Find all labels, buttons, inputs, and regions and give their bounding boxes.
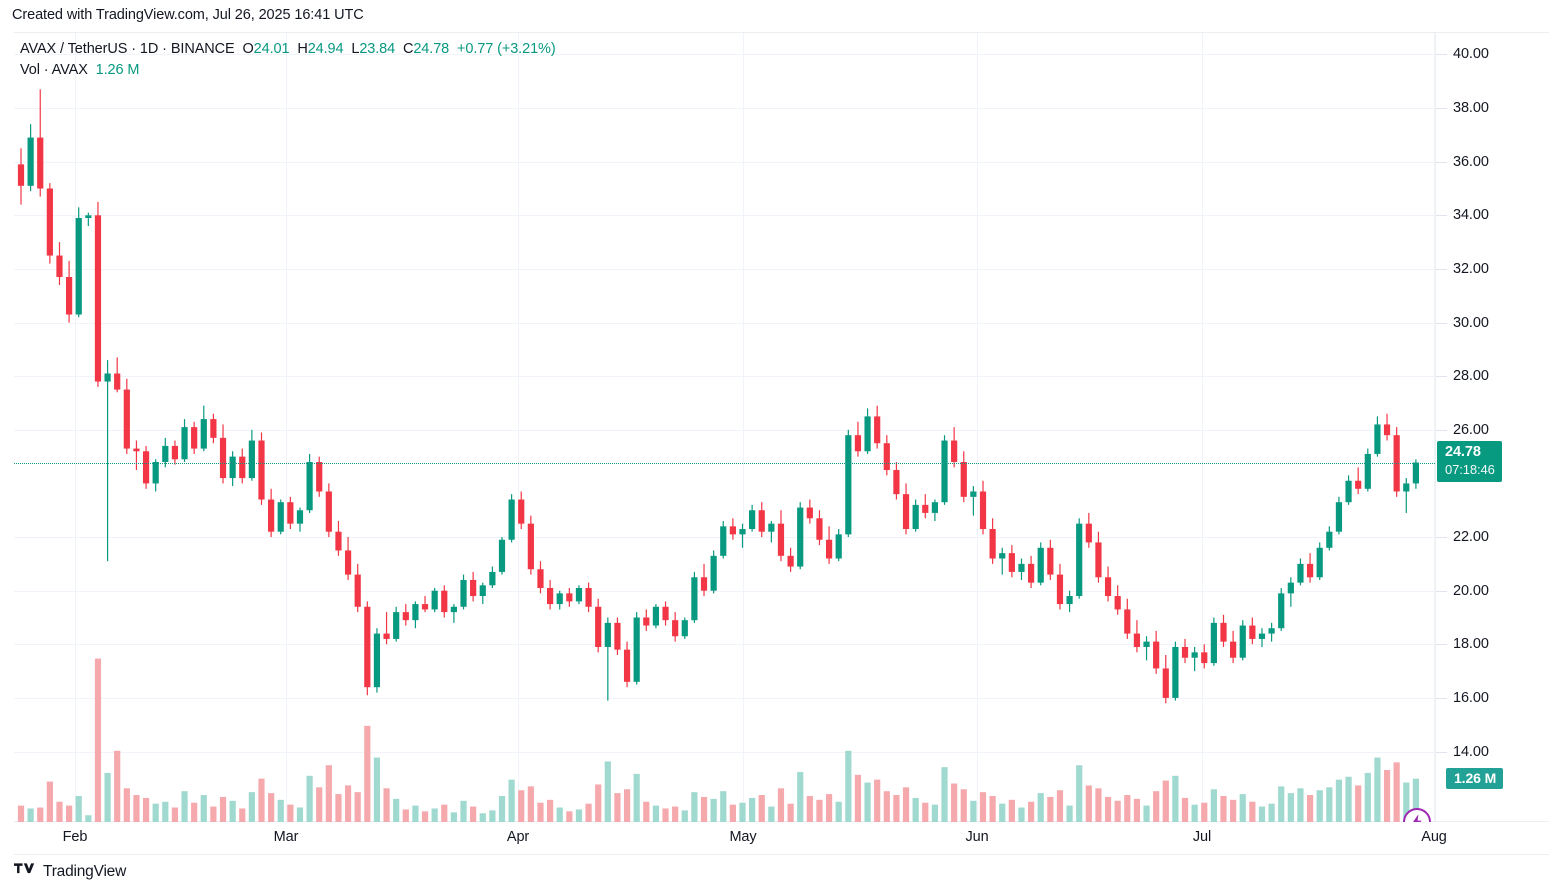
current-price-line xyxy=(14,462,1435,464)
price-tick-label: 26.00 xyxy=(1453,421,1489,438)
price-tick-dash xyxy=(1436,268,1447,270)
time-tick-label: Apr xyxy=(506,829,530,845)
created-with-label: Created with TradingView.com, Jul 26, 20… xyxy=(12,7,364,23)
gridline-vertical xyxy=(518,33,519,822)
price-tick-dash xyxy=(1436,376,1447,378)
price-tick-label: 32.00 xyxy=(1453,260,1489,277)
tradingview-brand-label: TradingView xyxy=(43,863,127,880)
gridline-vertical xyxy=(743,33,744,822)
price-tick-label: 14.00 xyxy=(1453,743,1489,760)
price-tick-label: 28.00 xyxy=(1453,368,1489,385)
price-tick-dash xyxy=(1436,108,1447,110)
current-price-countdown: 07:18:46 xyxy=(1445,461,1495,477)
time-tick-label: May xyxy=(729,829,757,845)
price-tick-label: 18.00 xyxy=(1453,636,1489,653)
gridline-vertical xyxy=(286,33,287,822)
price-tick-dash xyxy=(1436,537,1447,539)
lightning-bolt-icon[interactable] xyxy=(1402,807,1432,822)
time-tick-label: Mar xyxy=(273,829,299,845)
price-tick-label: 22.00 xyxy=(1453,529,1489,546)
price-tick-dash xyxy=(1436,644,1447,646)
gridline-horizontal xyxy=(14,697,1435,699)
price-tick-label: 20.00 xyxy=(1453,582,1489,599)
chart-plot-area[interactable] xyxy=(14,33,1435,822)
footer: TradingView xyxy=(14,862,126,882)
gridline-horizontal xyxy=(14,376,1435,378)
gridline-horizontal xyxy=(14,54,1435,56)
gridline-horizontal xyxy=(14,161,1435,163)
price-tick-label: 38.00 xyxy=(1453,100,1489,117)
price-tick-label: 30.00 xyxy=(1453,314,1489,331)
price-tick-label: 36.00 xyxy=(1453,153,1489,170)
price-tick-label: 40.00 xyxy=(1453,46,1489,63)
volume-badge: 1.26 M xyxy=(1446,767,1504,789)
gridline-horizontal xyxy=(14,590,1435,592)
gridline-vertical xyxy=(1202,33,1203,822)
price-tick-dash xyxy=(1436,590,1447,592)
price-tick-dash xyxy=(1436,322,1447,324)
gridline-horizontal xyxy=(14,108,1435,110)
price-tick-dash xyxy=(1436,215,1447,217)
gridline-vertical xyxy=(1434,33,1435,822)
price-tick-dash xyxy=(1436,161,1447,163)
price-tick-label: 16.00 xyxy=(1453,689,1489,706)
gridline-vertical xyxy=(75,33,76,822)
gridline-horizontal xyxy=(14,429,1435,431)
time-axis[interactable]: Feb Mar Apr May Jun Jul Aug xyxy=(14,823,1549,855)
gridline-horizontal xyxy=(14,644,1435,646)
candlestick-series xyxy=(17,89,1419,822)
time-tick-label: Feb xyxy=(62,829,88,845)
price-tick-dash xyxy=(1436,54,1447,56)
price-axis[interactable]: 40.00 38.00 36.00 34.00 32.00 30.00 28.00 26.00… xyxy=(1435,33,1563,822)
tradingview-logo-icon xyxy=(14,862,36,882)
time-tick-label: Jun xyxy=(965,829,989,845)
gridline-horizontal xyxy=(14,322,1435,324)
gridline-horizontal xyxy=(14,751,1435,753)
price-tick-label: 34.00 xyxy=(1453,207,1489,224)
current-price-value: 24.78 xyxy=(1445,443,1481,460)
gridline-horizontal xyxy=(14,268,1435,270)
time-tick-label: Jul xyxy=(1192,829,1212,845)
gridline-horizontal xyxy=(14,215,1435,217)
gridline-vertical xyxy=(977,33,978,822)
current-price-badge: 24.78 07:18:46 xyxy=(1437,440,1502,482)
time-tick-label: Aug xyxy=(1421,829,1447,845)
price-tick-dash xyxy=(1436,429,1447,431)
price-tick-dash xyxy=(1436,751,1447,753)
price-tick-dash xyxy=(1436,697,1447,699)
